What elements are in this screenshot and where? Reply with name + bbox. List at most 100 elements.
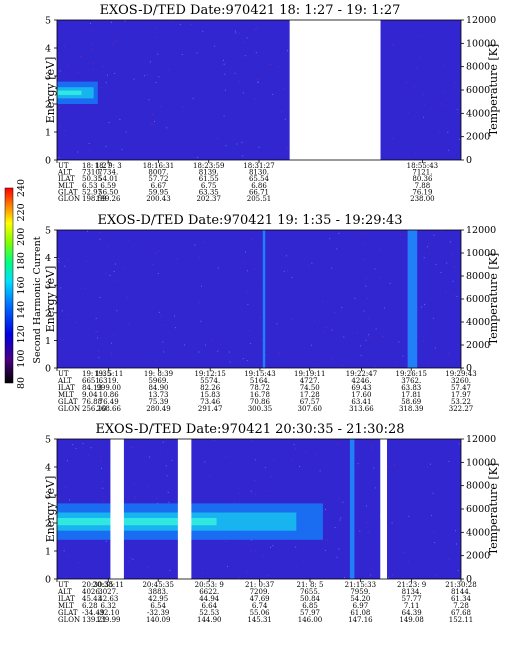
noise-pixel bbox=[386, 466, 388, 468]
noise-pixel bbox=[249, 330, 251, 332]
noise-pixel bbox=[228, 351, 230, 353]
noise-pixel bbox=[457, 112, 459, 114]
noise-pixel bbox=[250, 343, 252, 345]
table-cell: 6.74 bbox=[252, 602, 268, 610]
noise-pixel bbox=[87, 230, 88, 232]
noise-pixel bbox=[379, 277, 380, 279]
noise-pixel bbox=[66, 65, 68, 67]
noise-pixel bbox=[389, 282, 391, 284]
noise-pixel bbox=[293, 444, 295, 445]
noise-pixel bbox=[415, 152, 417, 154]
noise-pixel bbox=[156, 37, 158, 39]
noise-pixel bbox=[129, 557, 131, 559]
noise-pixel bbox=[287, 147, 289, 149]
data-gap bbox=[110, 439, 124, 579]
table-row-label: ALT bbox=[57, 377, 72, 385]
noise-pixel bbox=[93, 69, 95, 71]
table-cell: 76.88 bbox=[82, 398, 102, 406]
table-row-label: MLT bbox=[58, 182, 74, 190]
table-cell: 73.46 bbox=[200, 398, 221, 406]
noise-pixel bbox=[264, 467, 266, 469]
y-tick-label: 1 bbox=[45, 547, 51, 558]
noise-pixel bbox=[111, 353, 112, 355]
table-cell: 3260. bbox=[451, 377, 471, 385]
noise-pixel bbox=[124, 268, 126, 269]
noise-pixel bbox=[266, 490, 268, 492]
noise-pixel bbox=[440, 271, 442, 273]
table-cell: 6.86 bbox=[251, 182, 267, 190]
y2-tick-label: 6000 bbox=[466, 85, 490, 96]
table-cell: 21: 8: 5 bbox=[296, 581, 323, 589]
heatmap-background bbox=[57, 230, 461, 368]
noise-pixel bbox=[119, 119, 121, 120]
noise-pixel bbox=[132, 558, 134, 560]
noise-pixel bbox=[158, 76, 160, 78]
noise-pixel bbox=[250, 490, 252, 492]
table-cell: 18:23:59 bbox=[193, 162, 224, 170]
noise-pixel bbox=[259, 317, 261, 319]
noise-pixel bbox=[322, 301, 324, 303]
noise-pixel bbox=[165, 465, 167, 467]
noise-pixel bbox=[105, 145, 107, 147]
y-axis-label: Energy [eV] bbox=[44, 57, 57, 124]
noise-pixel bbox=[63, 550, 65, 552]
noise-pixel bbox=[400, 234, 402, 236]
noise-pixel bbox=[329, 238, 331, 240]
noise-pixel bbox=[324, 549, 326, 551]
noise-pixel bbox=[158, 311, 160, 313]
noise-pixel bbox=[396, 361, 398, 363]
table-cell: 57.47 bbox=[451, 384, 471, 392]
data-gap bbox=[177, 439, 192, 579]
y2-tick-label: 4000 bbox=[466, 108, 490, 119]
table-cell: 57.77 bbox=[402, 595, 422, 603]
noise-pixel bbox=[151, 123, 153, 125]
noise-pixel bbox=[204, 241, 206, 243]
table-cell: 76.19 bbox=[412, 188, 432, 196]
noise-pixel bbox=[365, 339, 367, 341]
vertical-streak bbox=[407, 230, 418, 368]
y2-tick-label: 8000 bbox=[466, 271, 490, 282]
y2-axis-ticks: 0 2000 4000 6000 8000 10000 12000 bbox=[461, 434, 496, 585]
noise-pixel bbox=[175, 327, 177, 329]
noise-pixel bbox=[314, 320, 316, 322]
table-cell: 291.47 bbox=[198, 405, 223, 413]
noise-pixel bbox=[455, 82, 457, 84]
noise-pixel bbox=[63, 547, 65, 549]
noise-pixel bbox=[149, 456, 151, 458]
noise-pixel bbox=[125, 131, 127, 133]
table-cell: 313.66 bbox=[349, 405, 374, 413]
y2-tick-label: 8000 bbox=[466, 62, 490, 73]
noise-pixel bbox=[152, 114, 153, 116]
noise-pixel bbox=[454, 266, 456, 268]
noise-pixel bbox=[77, 71, 79, 73]
noise-pixel bbox=[452, 280, 454, 282]
noise-pixel bbox=[268, 575, 270, 577]
noise-pixel bbox=[344, 577, 346, 579]
noise-pixel bbox=[91, 49, 93, 51]
table-cell: 6.67 bbox=[151, 182, 167, 190]
noise-pixel bbox=[340, 517, 342, 519]
y-tick-label: 3 bbox=[45, 491, 51, 502]
noise-pixel bbox=[223, 59, 224, 61]
noise-pixel bbox=[95, 331, 97, 333]
colorbar-tick-label: 240 bbox=[16, 179, 27, 197]
table-row-label: GLAT bbox=[58, 609, 78, 617]
table-cell: 6.59 bbox=[100, 182, 116, 190]
colorbar-ticks: 80 100 120 140 160 180 200 220 240 bbox=[16, 179, 27, 389]
noise-pixel bbox=[364, 258, 366, 260]
y-axis-label: Energy [eV] bbox=[44, 266, 57, 333]
noise-pixel bbox=[198, 257, 200, 258]
noise-pixel bbox=[423, 340, 425, 342]
noise-pixel bbox=[388, 577, 389, 579]
noise-pixel bbox=[338, 232, 340, 234]
noise-pixel bbox=[68, 314, 70, 316]
colorbar-tick-label: 100 bbox=[16, 350, 27, 368]
y-tick-label: 5 bbox=[45, 435, 51, 446]
noise-pixel bbox=[90, 447, 92, 449]
noise-pixel bbox=[398, 341, 400, 343]
noise-pixel bbox=[246, 270, 248, 272]
noise-pixel bbox=[238, 577, 240, 579]
table-cell: 54.20 bbox=[350, 595, 370, 603]
noise-pixel bbox=[236, 143, 238, 145]
